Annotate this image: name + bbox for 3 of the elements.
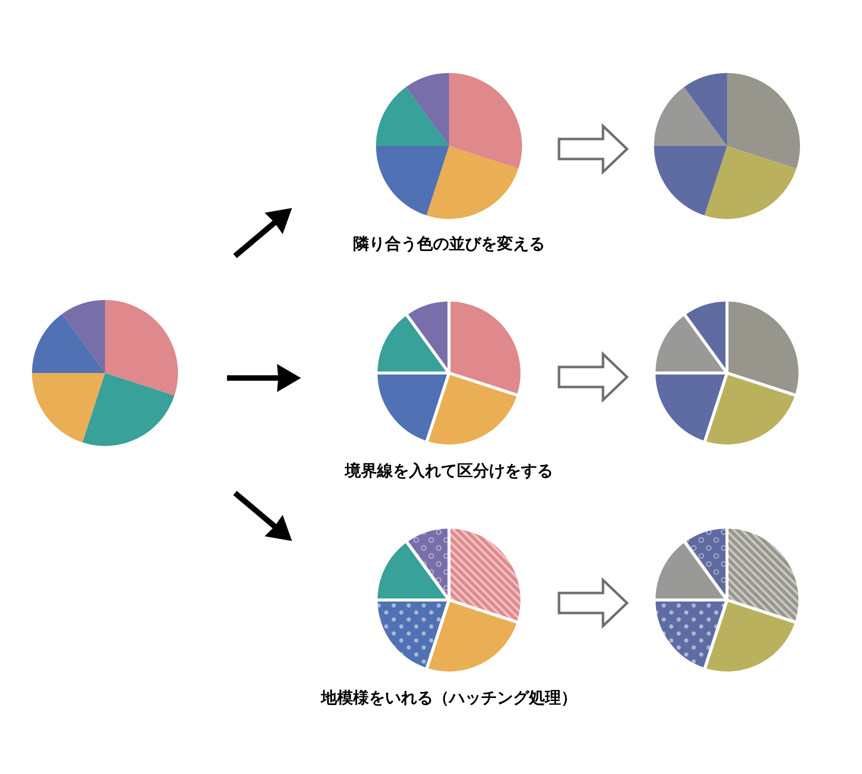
text: 地模様をいれる（ハッチング処理） xyxy=(320,688,577,707)
text: 境界線を入れて区分けをする xyxy=(344,461,553,480)
text: 隣り合う色の並びを変える xyxy=(353,234,545,253)
